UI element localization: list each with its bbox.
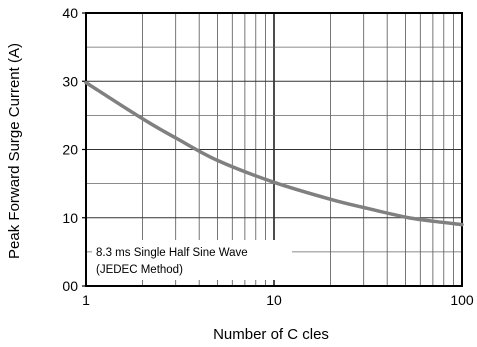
y-tick-label: 10 (62, 210, 78, 226)
y-tick-label: 20 (62, 142, 78, 158)
y-tick-label: 30 (62, 73, 78, 89)
y-tick-label: 00 (62, 278, 78, 294)
x-tick-label: 100 (450, 292, 474, 308)
annotation-line-1: 8.3 ms Single Half Sine Wave (96, 247, 248, 259)
annotation-line-2: (JEDEC Method) (96, 264, 183, 276)
y-axis-title: Peak Forward Surge Current (A) (6, 43, 23, 259)
x-tick-label: 10 (266, 292, 282, 308)
series-line (84, 80, 464, 227)
plot-frame (82, 12, 463, 287)
x-tick-label: 1 (82, 292, 90, 308)
annotation-background (92, 240, 292, 280)
annotation: 8.3 ms Single Half Sine Wave (JEDEC Meth… (92, 240, 292, 280)
tick-labels: 00 10 20 30 40 1 10 100 (62, 5, 473, 308)
y-tick-label: 40 (62, 5, 78, 21)
x-axis-title: Number of C cles (213, 326, 329, 343)
series-layer (84, 80, 464, 227)
